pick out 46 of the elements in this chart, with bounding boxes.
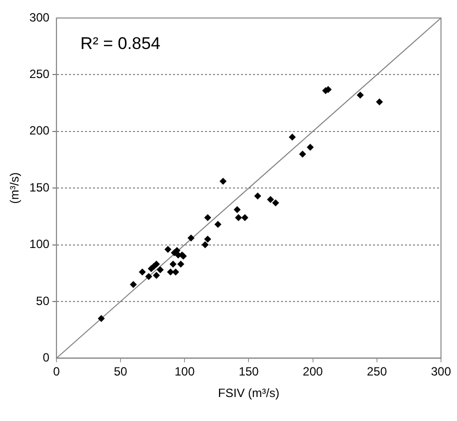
point: [272, 199, 280, 206]
x-tick-label: 150: [238, 364, 260, 379]
x-axis-title: FSIV (m³/s): [218, 386, 280, 400]
y-tick-label: 150: [29, 180, 50, 194]
point: [204, 236, 212, 243]
point: [288, 134, 296, 141]
y-axis-title: (m³/s): [8, 172, 22, 204]
point: [376, 98, 383, 106]
point: [188, 234, 195, 242]
point: [204, 214, 212, 222]
y-tick-label: 100: [29, 237, 50, 252]
point: [145, 273, 152, 280]
point: [170, 260, 177, 268]
y-tick-label: 250: [29, 67, 50, 82]
point: [356, 92, 364, 99]
point: [214, 220, 222, 228]
point: [167, 268, 174, 276]
x-tick-label: 250: [366, 364, 388, 379]
point: [177, 260, 184, 268]
x-tick-label: 0: [53, 364, 60, 379]
point: [220, 178, 227, 185]
point: [164, 246, 172, 253]
y-tick-label: 200: [29, 124, 50, 138]
y-tick-label: 0: [42, 350, 50, 365]
point: [267, 196, 274, 203]
point: [152, 272, 160, 279]
point: [152, 260, 160, 268]
point: [172, 268, 180, 276]
x-tick-label: 300: [430, 364, 452, 379]
point: [138, 268, 146, 276]
x-tick-label: 100: [174, 364, 195, 379]
y-tick-label: 50: [36, 294, 50, 308]
point: [254, 192, 262, 200]
point: [241, 214, 248, 222]
x-tick-label: 200: [302, 364, 324, 379]
annotation: R² = 0.854: [80, 34, 160, 54]
point: [130, 280, 137, 288]
y-tick-label: 300: [29, 10, 50, 24]
point: [299, 150, 306, 158]
point: [234, 206, 241, 214]
point: [98, 315, 105, 322]
point: [306, 144, 314, 151]
point: [234, 214, 242, 222]
point: [202, 241, 209, 248]
point: [156, 266, 164, 274]
x-tick-label: 50: [114, 364, 128, 379]
